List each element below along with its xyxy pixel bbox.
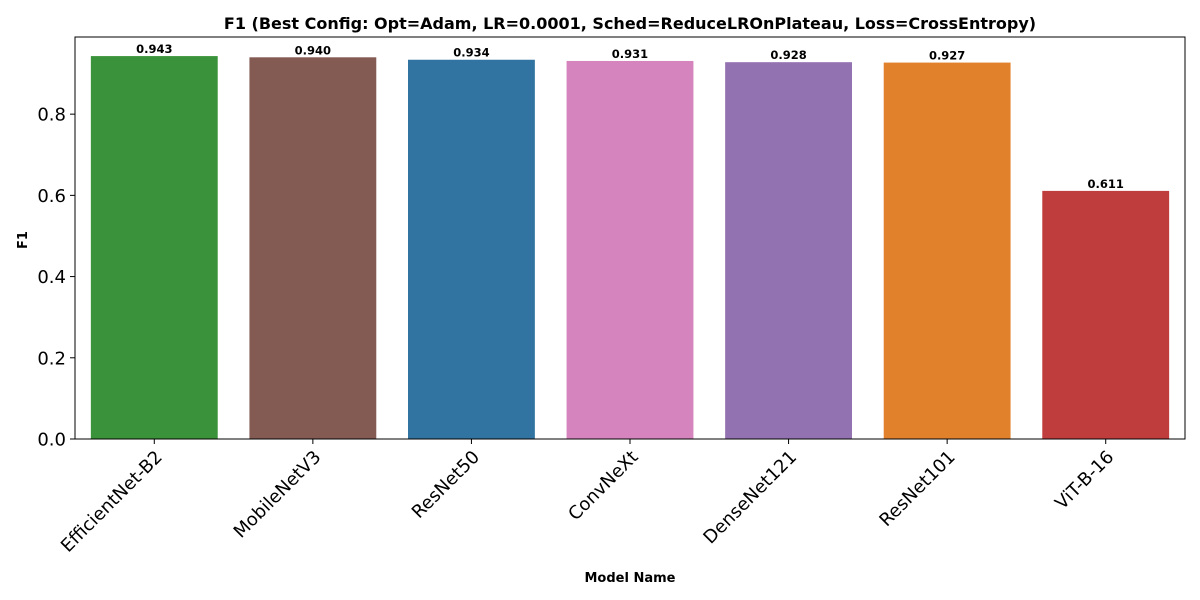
x-tick-label-6: ViT-B-16: [1051, 447, 1118, 514]
y-tick-label-0: 0.0: [37, 430, 66, 451]
bar-4: [725, 62, 852, 440]
value-label-6: 0.611: [1088, 177, 1124, 191]
x-tick-label-0: EfficientNet-B2: [57, 447, 167, 557]
bar-6: [1042, 190, 1170, 439]
x-tick-label-3: ConvNeXt: [564, 447, 642, 525]
x-axis-label: Model Name: [585, 571, 676, 586]
bar-3: [566, 60, 694, 439]
y-tick-label-4: 0.8: [37, 105, 66, 126]
y-tick-label-2: 0.4: [37, 267, 66, 288]
value-label-1: 0.940: [295, 43, 331, 57]
y-axis-label: F1: [16, 231, 31, 249]
value-label-2: 0.934: [453, 46, 489, 60]
value-labels-layer: 0.943 0.940 0.934 0.931 0.928 0.927 0.611: [136, 42, 1124, 191]
bar-1: [249, 57, 377, 439]
y-axis: 0.0 0.2 0.4 0.6 0.8: [37, 105, 75, 451]
x-tick-label-4: DenseNet121: [699, 447, 801, 549]
chart-title: F1 (Best Config: Opt=Adam, LR=0.0001, Sc…: [224, 14, 1036, 33]
bar-5: [883, 62, 1011, 439]
value-label-5: 0.927: [929, 49, 965, 63]
x-tick-label-1: MobileNetV3: [230, 447, 326, 543]
y-tick-label-1: 0.2: [37, 348, 66, 369]
x-tick-label-2: ResNet50: [408, 447, 484, 523]
bar-2: [408, 59, 535, 440]
bar-0: [90, 56, 218, 440]
y-tick-label-3: 0.6: [37, 186, 66, 207]
value-label-4: 0.928: [770, 48, 806, 62]
value-label-0: 0.943: [136, 42, 172, 56]
bars-layer: [90, 56, 1170, 440]
value-label-3: 0.931: [612, 47, 648, 61]
x-axis: EfficientNet-B2 MobileNetV3 ResNet50 ConvNe…: [57, 439, 1118, 557]
x-tick-label-5: ResNet101: [875, 447, 959, 531]
plot-frame: [74, 36, 1186, 440]
